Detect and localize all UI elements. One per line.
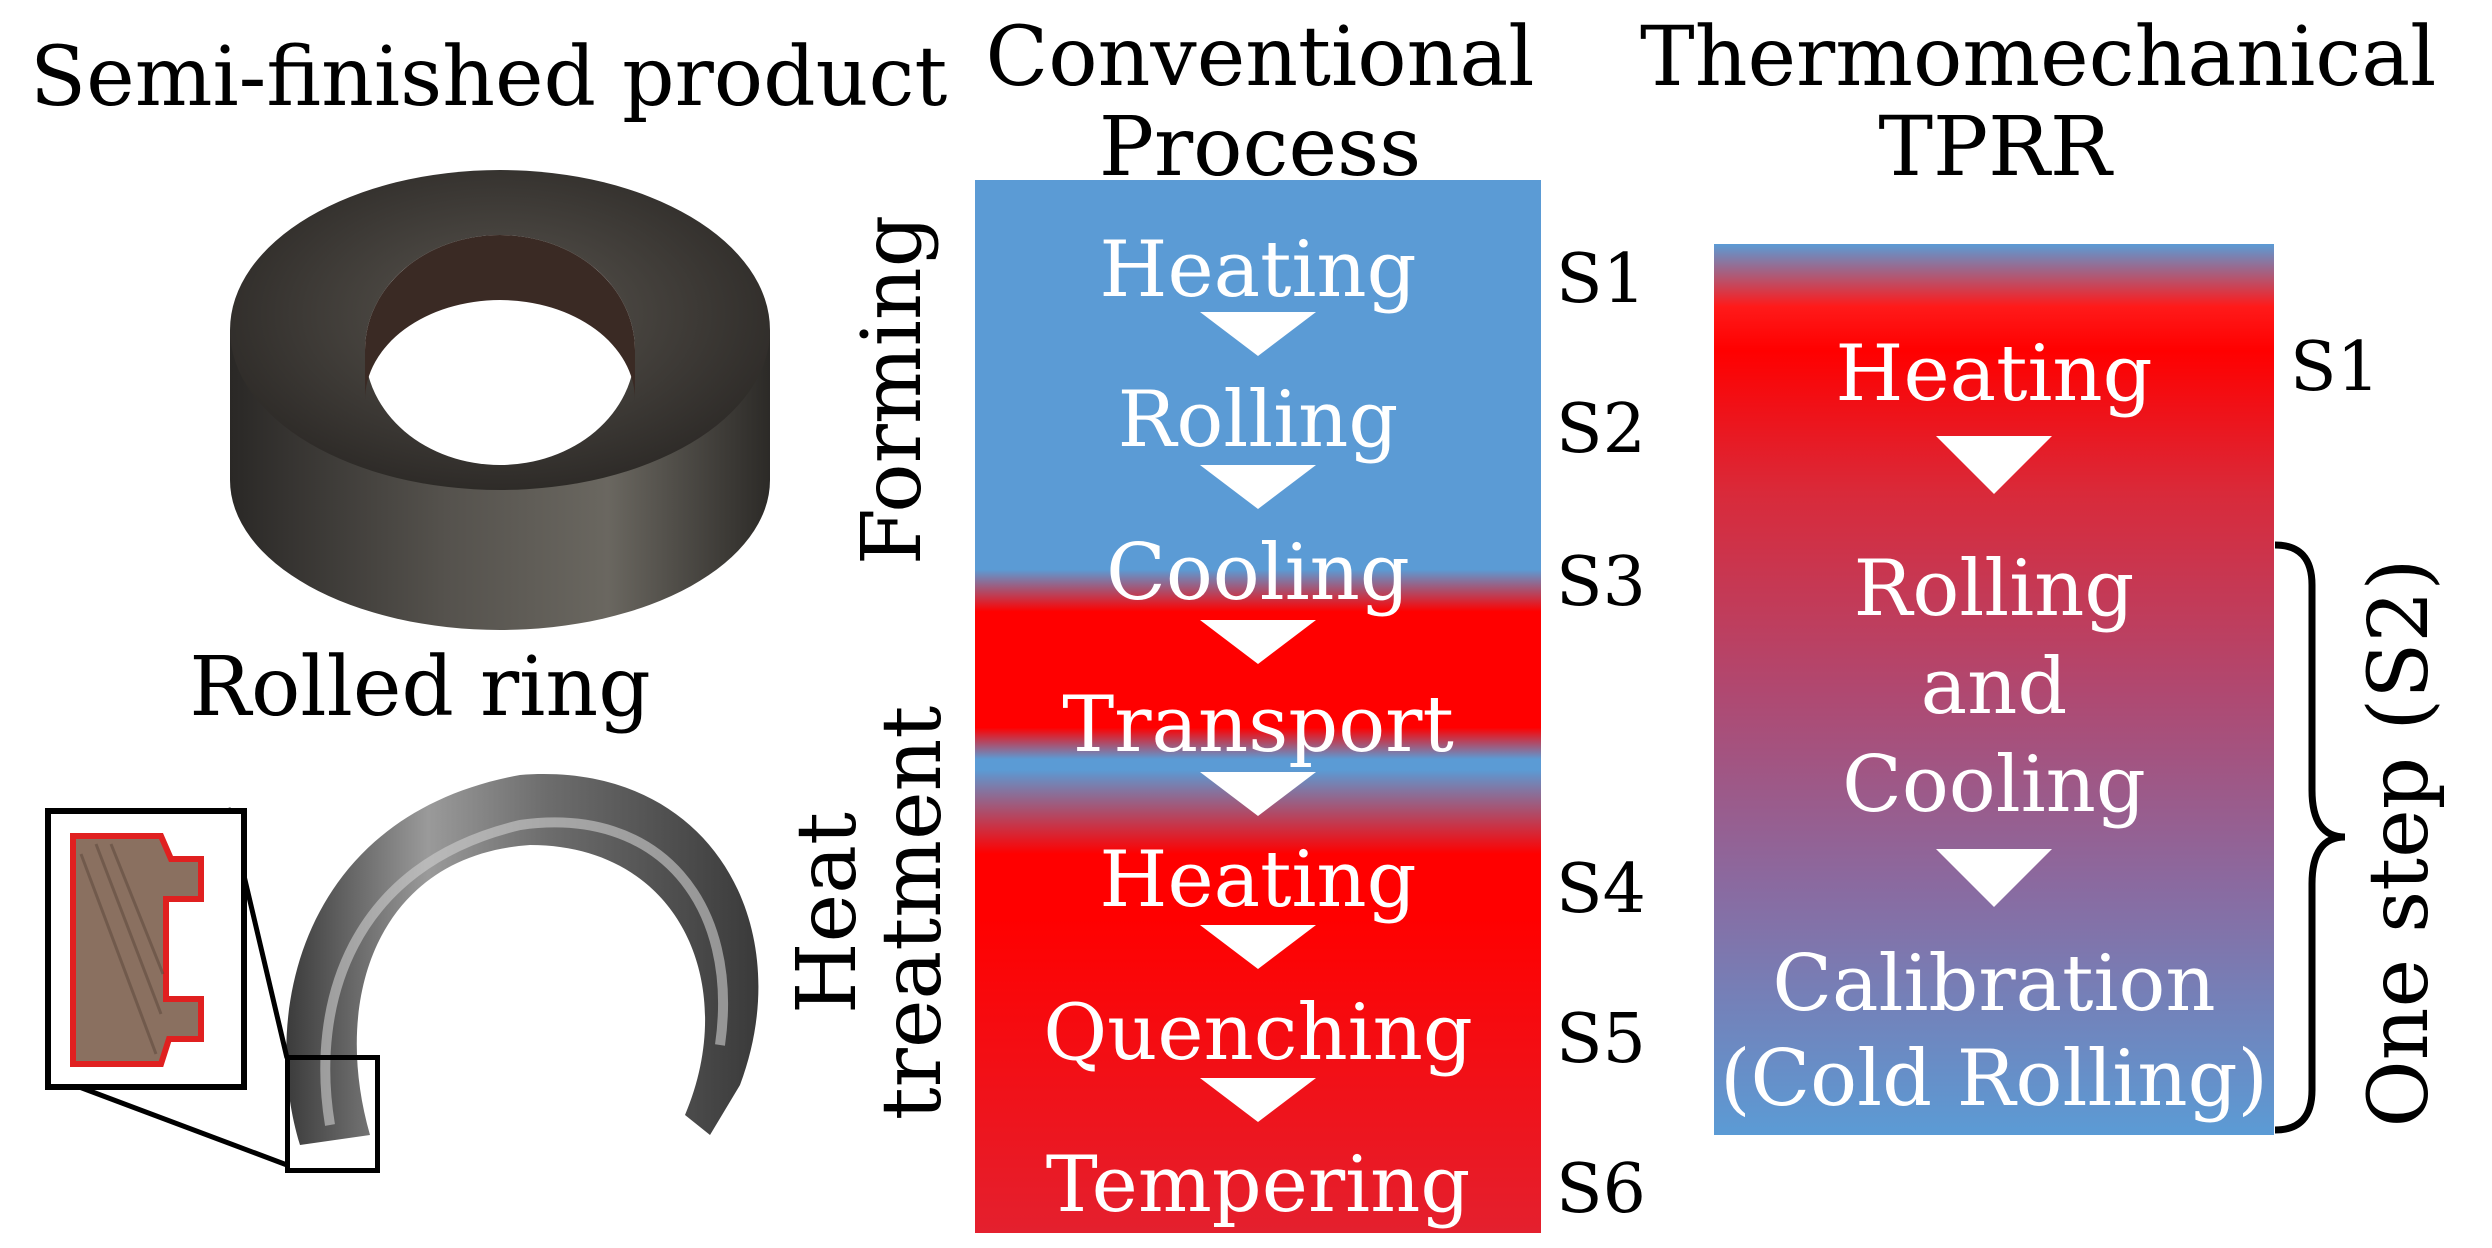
conv-label-s1: S1 xyxy=(1556,240,1646,319)
conv-step-heating: Heating xyxy=(1099,225,1417,315)
rolled-ring-image xyxy=(286,774,759,1145)
tprr-arrow-1 xyxy=(1936,436,2052,494)
conv-label-s5: S5 xyxy=(1556,1000,1646,1079)
conv-step-tempering: Tempering xyxy=(1045,1140,1471,1230)
tprr-header-line2: TPRR xyxy=(1878,100,2112,195)
conv-label-s6: S6 xyxy=(1556,1150,1646,1229)
zoom-frame xyxy=(285,1055,380,1173)
conv-step-transport: Transport xyxy=(1062,680,1454,770)
conventional-header-line2: Process xyxy=(1098,100,1422,195)
conv-arrow-6 xyxy=(1200,1078,1316,1122)
one-step-label: One step (S2) xyxy=(2352,558,2447,1128)
tprr-step-cold-rolling: (Cold Rolling) xyxy=(1720,1034,2268,1124)
tprr-step-and: and xyxy=(1920,642,2068,732)
tprr-step-heating: Heating xyxy=(1835,329,2153,419)
cross-section-image xyxy=(70,833,204,1067)
rolled-ring-title: Rolled ring xyxy=(189,640,651,735)
conv-arrow-4 xyxy=(1200,772,1316,816)
conv-arrow-2 xyxy=(1200,465,1316,509)
cross-section-inset xyxy=(45,808,247,1090)
tprr-process-box: Heating Rolling and Cooling Calibration … xyxy=(1714,244,2274,1135)
conv-step-cooling: Cooling xyxy=(1106,528,1410,618)
conv-label-s2: S2 xyxy=(1556,390,1646,469)
group-label-heat-line1: Heat xyxy=(780,812,875,1014)
one-step-brace xyxy=(2274,541,2346,1134)
tprr-label-s1: S1 xyxy=(2290,328,2380,407)
conv-step-heating-2: Heating xyxy=(1099,835,1417,925)
tprr-header-line1: Thermomechanical xyxy=(1640,10,2437,105)
conv-arrow-5 xyxy=(1200,925,1316,969)
tprr-step-cooling: Cooling xyxy=(1842,740,2146,830)
conventional-header-line1: Conventional xyxy=(985,10,1535,105)
group-label-heat-line2: treatment xyxy=(865,705,960,1121)
conv-step-rolling: Rolling xyxy=(1117,375,1399,465)
group-label-forming: Forming xyxy=(845,214,940,566)
conv-step-quenching: Quenching xyxy=(1043,988,1473,1078)
conv-arrow-1 xyxy=(1200,312,1316,356)
conv-label-s3: S3 xyxy=(1556,543,1646,622)
conventional-process-box: Heating Rolling Cooling Transport Heatin… xyxy=(975,180,1541,1233)
tprr-arrow-2 xyxy=(1936,849,2052,907)
conv-label-s4: S4 xyxy=(1556,850,1646,929)
tprr-step-calibration: Calibration xyxy=(1772,939,2216,1029)
conv-arrow-3 xyxy=(1200,620,1316,664)
semi-finished-title: Semi-finished product xyxy=(30,30,948,125)
semi-finished-ring-image xyxy=(230,170,770,630)
tprr-step-rolling: Rolling xyxy=(1853,544,2135,634)
